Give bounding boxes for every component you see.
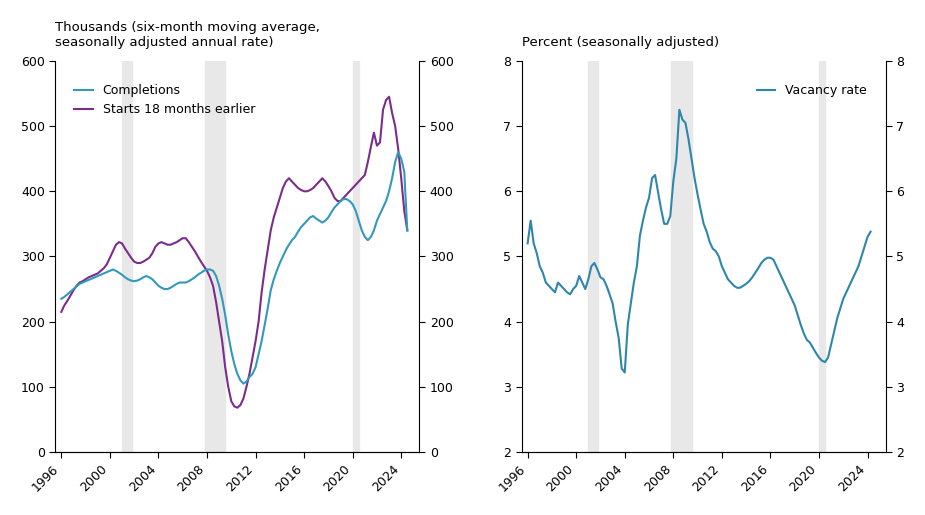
Bar: [205, 61, 225, 452]
Text: Thousands (six-month moving average,
seasonally adjusted annual rate): Thousands (six-month moving average, sea…: [56, 21, 320, 49]
Bar: [352, 61, 359, 452]
Text: Percent (seasonally adjusted): Percent (seasonally adjusted): [522, 36, 719, 49]
Legend: Completions, Starts 18 months earlier: Completions, Starts 18 months earlier: [68, 79, 260, 121]
Bar: [122, 61, 132, 452]
Legend: Vacancy rate: Vacancy rate: [752, 79, 872, 102]
Bar: [819, 61, 825, 452]
Bar: [588, 61, 598, 452]
Bar: [672, 61, 692, 452]
